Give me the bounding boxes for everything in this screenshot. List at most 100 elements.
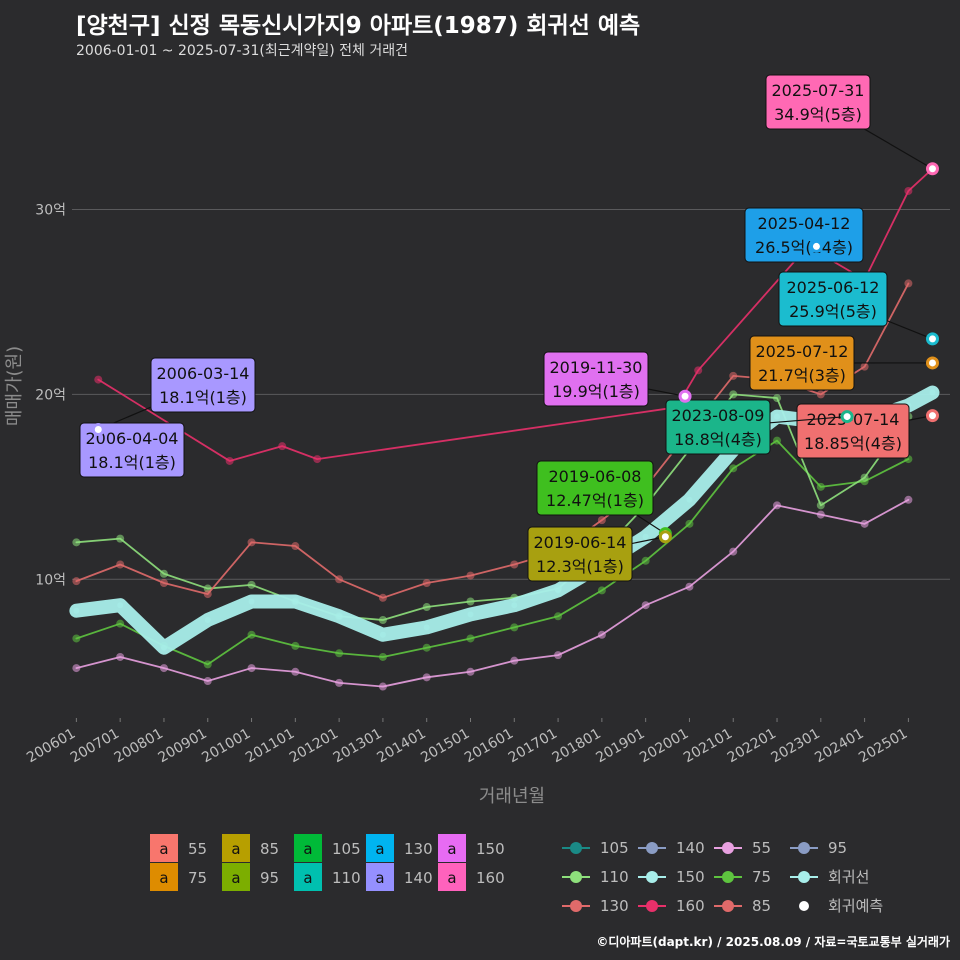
x-tick-label: 202001 [637,726,691,767]
annotation-date: 2006-03-14 [157,364,250,383]
legend-box-glyph: a [447,869,456,887]
data-point [816,510,825,519]
legend-point-swatch [646,842,658,854]
annotation-value: 18.1억(1층) [88,453,176,472]
data-point [510,560,519,569]
legend-box-swatch [294,863,322,891]
data-point [379,631,386,638]
data-point [929,389,936,396]
legend-box-swatch [294,834,322,862]
data-point [816,482,825,491]
annotation-value: 34.9억(5층) [774,105,862,124]
data-point [291,641,300,650]
data-point [72,634,81,643]
annotation-point [840,410,854,424]
data-point [641,601,650,610]
data-point [203,660,212,669]
data-point [72,577,81,586]
legend-line-label: 회귀선 [828,868,869,886]
legend-box-label: 160 [476,869,505,887]
data-point [904,495,913,504]
legend-line-label: 95 [828,839,847,857]
legend-line-label: 140 [676,839,705,857]
x-tick-label: 202301 [769,726,823,767]
x-axis-label: 거래년월 [479,786,545,807]
legend-box-glyph: a [447,840,456,858]
annotation-value: 18.1억(1층) [159,388,247,407]
data-point [116,534,125,543]
annotation-box [765,74,871,130]
data-point [159,664,168,673]
annotation-value: 21.7억(3층) [758,366,846,385]
annotation-box [543,351,649,407]
annotation-date: 2025-04-12 [758,214,851,233]
annotation-box [796,403,910,459]
annotation-date: 2023-08-09 [672,406,765,425]
annotation-point [925,332,939,346]
legend-point-swatch [570,900,582,912]
legend-box-glyph: a [159,869,168,887]
data-point [510,656,519,665]
data-point [72,664,81,673]
legend-box-glyph: a [375,840,384,858]
legend-box-glyph: a [231,869,240,887]
annotation-date: 2019-06-08 [549,467,642,486]
x-tick-label: 201501 [418,726,472,767]
data-point [511,602,518,609]
data-point [904,186,913,195]
data-point [729,464,738,473]
legend-box-glyph: a [231,840,240,858]
legend-box-label: 75 [188,869,207,887]
series-line [97,167,934,462]
data-point [247,538,256,547]
data-point [160,644,167,651]
x-tick-label: 201001 [199,726,253,767]
y-axis-ticks: 10억 20억 30억 [35,202,66,588]
data-point [378,593,387,602]
annotation-box [527,526,633,582]
data-point [422,643,431,652]
x-tick-label: 202101 [681,726,735,767]
data-point [335,678,344,687]
annotation-point [91,423,105,437]
legend-point-swatch [798,871,810,883]
legend-point-swatch [646,871,658,883]
data-point [203,677,212,686]
data-point [466,597,475,606]
legend-box-label: 110 [332,869,361,887]
data-point [729,547,738,556]
legend-point-swatch [722,900,734,912]
legend-box-glyph: a [303,869,312,887]
data-point [247,664,256,673]
data-point [860,473,869,482]
x-tick-label: 202201 [725,726,779,767]
legend-point-swatch [646,900,658,912]
chart-subtitle: 2006-01-01 ~ 2025-07-31(최근계약일) 전체 거래건 [76,43,408,59]
data-point [159,579,168,588]
data-point [72,538,81,547]
x-tick-label: 201801 [550,726,604,767]
legend-line-label: 130 [600,897,629,915]
y-tick-label: 10억 [35,572,66,588]
annotation-date: 2025-07-14 [807,410,900,429]
data-point [816,501,825,510]
annotation-value: 25.9억(5층) [789,302,877,321]
data-point [313,455,322,464]
data-point [642,533,649,540]
data-point [729,371,738,380]
data-point [73,607,80,614]
data-point [860,519,869,528]
annotation-date: 2025-06-12 [787,278,880,297]
annotation-box [744,207,864,263]
annotation-value: 18.85억(4층) [804,434,902,453]
data-point [116,652,125,661]
data-point [422,673,431,682]
annotation-box [665,399,771,455]
legend-box-swatch [222,834,250,862]
data-point [378,615,387,624]
annotation-point [658,530,672,544]
data-point [773,394,782,403]
annotation-point [925,409,939,423]
data-point [335,649,344,658]
legend-box-label: 55 [188,840,207,858]
